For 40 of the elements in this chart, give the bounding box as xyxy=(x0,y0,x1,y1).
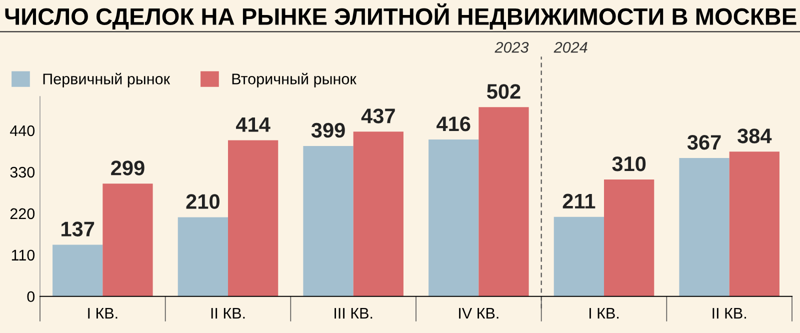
chart-title: ЧИСЛО СДЕЛОК НА РЫНКЕ ЭЛИТНОЙ НЕДВИЖИМОСТИ В МОСКВЕ xyxy=(5,3,796,30)
bar xyxy=(604,180,654,296)
x-tick-label: IV КВ. xyxy=(459,308,498,319)
data-label: 502 xyxy=(486,84,520,99)
data-label: 399 xyxy=(311,122,345,138)
legend-label: Вторичный рынок xyxy=(232,72,356,88)
y-tick-label: 330 xyxy=(10,166,35,178)
bar xyxy=(228,140,278,296)
bar xyxy=(729,152,780,296)
bar xyxy=(353,132,404,296)
bar xyxy=(102,184,153,296)
y-tick-label: 440 xyxy=(10,125,35,136)
data-label: 299 xyxy=(111,160,144,176)
data-label: 210 xyxy=(186,194,220,209)
x-tick-label: III КВ. xyxy=(334,308,372,319)
bar xyxy=(303,146,354,296)
x-tick-label: I КВ. xyxy=(88,308,118,319)
x-tick-label: II КВ. xyxy=(712,308,746,319)
data-label: 416 xyxy=(436,116,470,132)
bar xyxy=(679,158,730,296)
data-label: 367 xyxy=(687,134,721,150)
bar xyxy=(52,244,103,296)
data-label: 414 xyxy=(236,117,270,132)
data-label: 137 xyxy=(62,222,94,236)
text: 2023 xyxy=(494,42,529,53)
x-tick-label: I КВ. xyxy=(590,308,619,319)
bar xyxy=(428,140,479,296)
legend-label: Первичный рынок xyxy=(43,72,170,88)
data-label: 211 xyxy=(562,194,596,208)
bar xyxy=(478,107,529,296)
y-tick-label: 220 xyxy=(10,208,35,220)
text: 2024 xyxy=(554,42,588,53)
data-label: 310 xyxy=(612,156,646,172)
y-tick-label: 110 xyxy=(12,250,35,261)
data-label: 437 xyxy=(361,108,395,124)
y-tick-label: 0 xyxy=(27,291,35,302)
bar xyxy=(178,217,228,296)
data-label: 384 xyxy=(738,128,772,144)
bar xyxy=(554,216,604,296)
x-tick-label: II КВ. xyxy=(211,308,245,319)
